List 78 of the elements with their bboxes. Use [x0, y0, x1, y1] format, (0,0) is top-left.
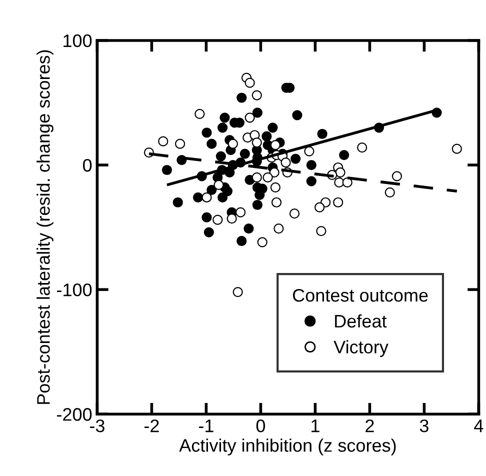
- point: [392, 171, 402, 182]
- point: [262, 131, 272, 142]
- point: [172, 197, 183, 208]
- point: [235, 207, 246, 218]
- point: [240, 148, 250, 159]
- point: [252, 172, 262, 183]
- point: [252, 138, 262, 148]
- point: [252, 108, 262, 118]
- point: [262, 172, 273, 183]
- point: [236, 92, 247, 103]
- point: [202, 128, 212, 138]
- point: [228, 138, 238, 149]
- point: [194, 108, 205, 119]
- point: [202, 212, 212, 222]
- point: [220, 112, 230, 123]
- point: [334, 177, 344, 188]
- y-tick-label: 0: [83, 158, 92, 172]
- point: [306, 176, 316, 186]
- legend-label: Defeat: [335, 314, 387, 328]
- point: [304, 146, 314, 156]
- point: [204, 227, 214, 238]
- point: [252, 200, 262, 210]
- legend-title: Contest outcome: [292, 288, 428, 302]
- point: [206, 184, 217, 195]
- point: [226, 214, 237, 224]
- point: [314, 202, 325, 212]
- x-tick-label: 1: [312, 420, 320, 432]
- point: [269, 167, 280, 178]
- point: [316, 226, 326, 236]
- point: [290, 154, 301, 164]
- y-axis-title: Post-contest laterality (resid. change scores): [36, 50, 54, 404]
- point: [452, 144, 462, 154]
- x-tick-label: 0: [256, 419, 266, 432]
- point: [274, 223, 284, 234]
- point: [333, 197, 344, 208]
- point: [217, 122, 228, 133]
- point: [317, 128, 328, 139]
- point: [335, 167, 346, 178]
- point: [214, 180, 224, 190]
- point: [162, 164, 172, 176]
- point: [217, 192, 228, 202]
- x-axis-title: Activity inhibition (z scores): [179, 438, 396, 456]
- point: [292, 110, 302, 120]
- legend-label: Victory: [334, 340, 388, 358]
- y-tick-label: -100: [57, 284, 92, 296]
- point: [270, 182, 280, 192]
- point: [202, 192, 212, 202]
- point: [270, 140, 280, 150]
- point: [357, 142, 368, 153]
- point: [342, 177, 352, 188]
- point: [257, 237, 268, 248]
- point: [244, 223, 254, 234]
- y-tick-label: -200: [57, 408, 92, 421]
- point: [236, 236, 247, 246]
- point: [192, 192, 204, 202]
- point: [174, 138, 186, 149]
- point: [216, 151, 226, 162]
- point: [280, 157, 291, 168]
- point: [306, 160, 316, 170]
- point: [244, 78, 255, 88]
- x-tick-label: 3: [420, 419, 428, 432]
- x-tick-label: -3: [90, 419, 104, 432]
- point: [158, 136, 168, 146]
- x-tick-label: 4: [474, 420, 484, 432]
- x-tick-label: -1: [198, 420, 214, 432]
- point: [206, 138, 217, 149]
- point: [289, 208, 300, 219]
- point: [384, 187, 395, 198]
- point: [212, 214, 223, 225]
- x-tick-label: -2: [144, 419, 159, 432]
- x-tick-label: 2: [366, 419, 374, 432]
- point: [232, 287, 243, 298]
- point: [271, 197, 282, 208]
- point: [252, 90, 262, 100]
- point: [244, 112, 255, 123]
- point: [268, 122, 278, 133]
- point: [339, 150, 350, 160]
- y-tick-label: 100: [64, 34, 92, 48]
